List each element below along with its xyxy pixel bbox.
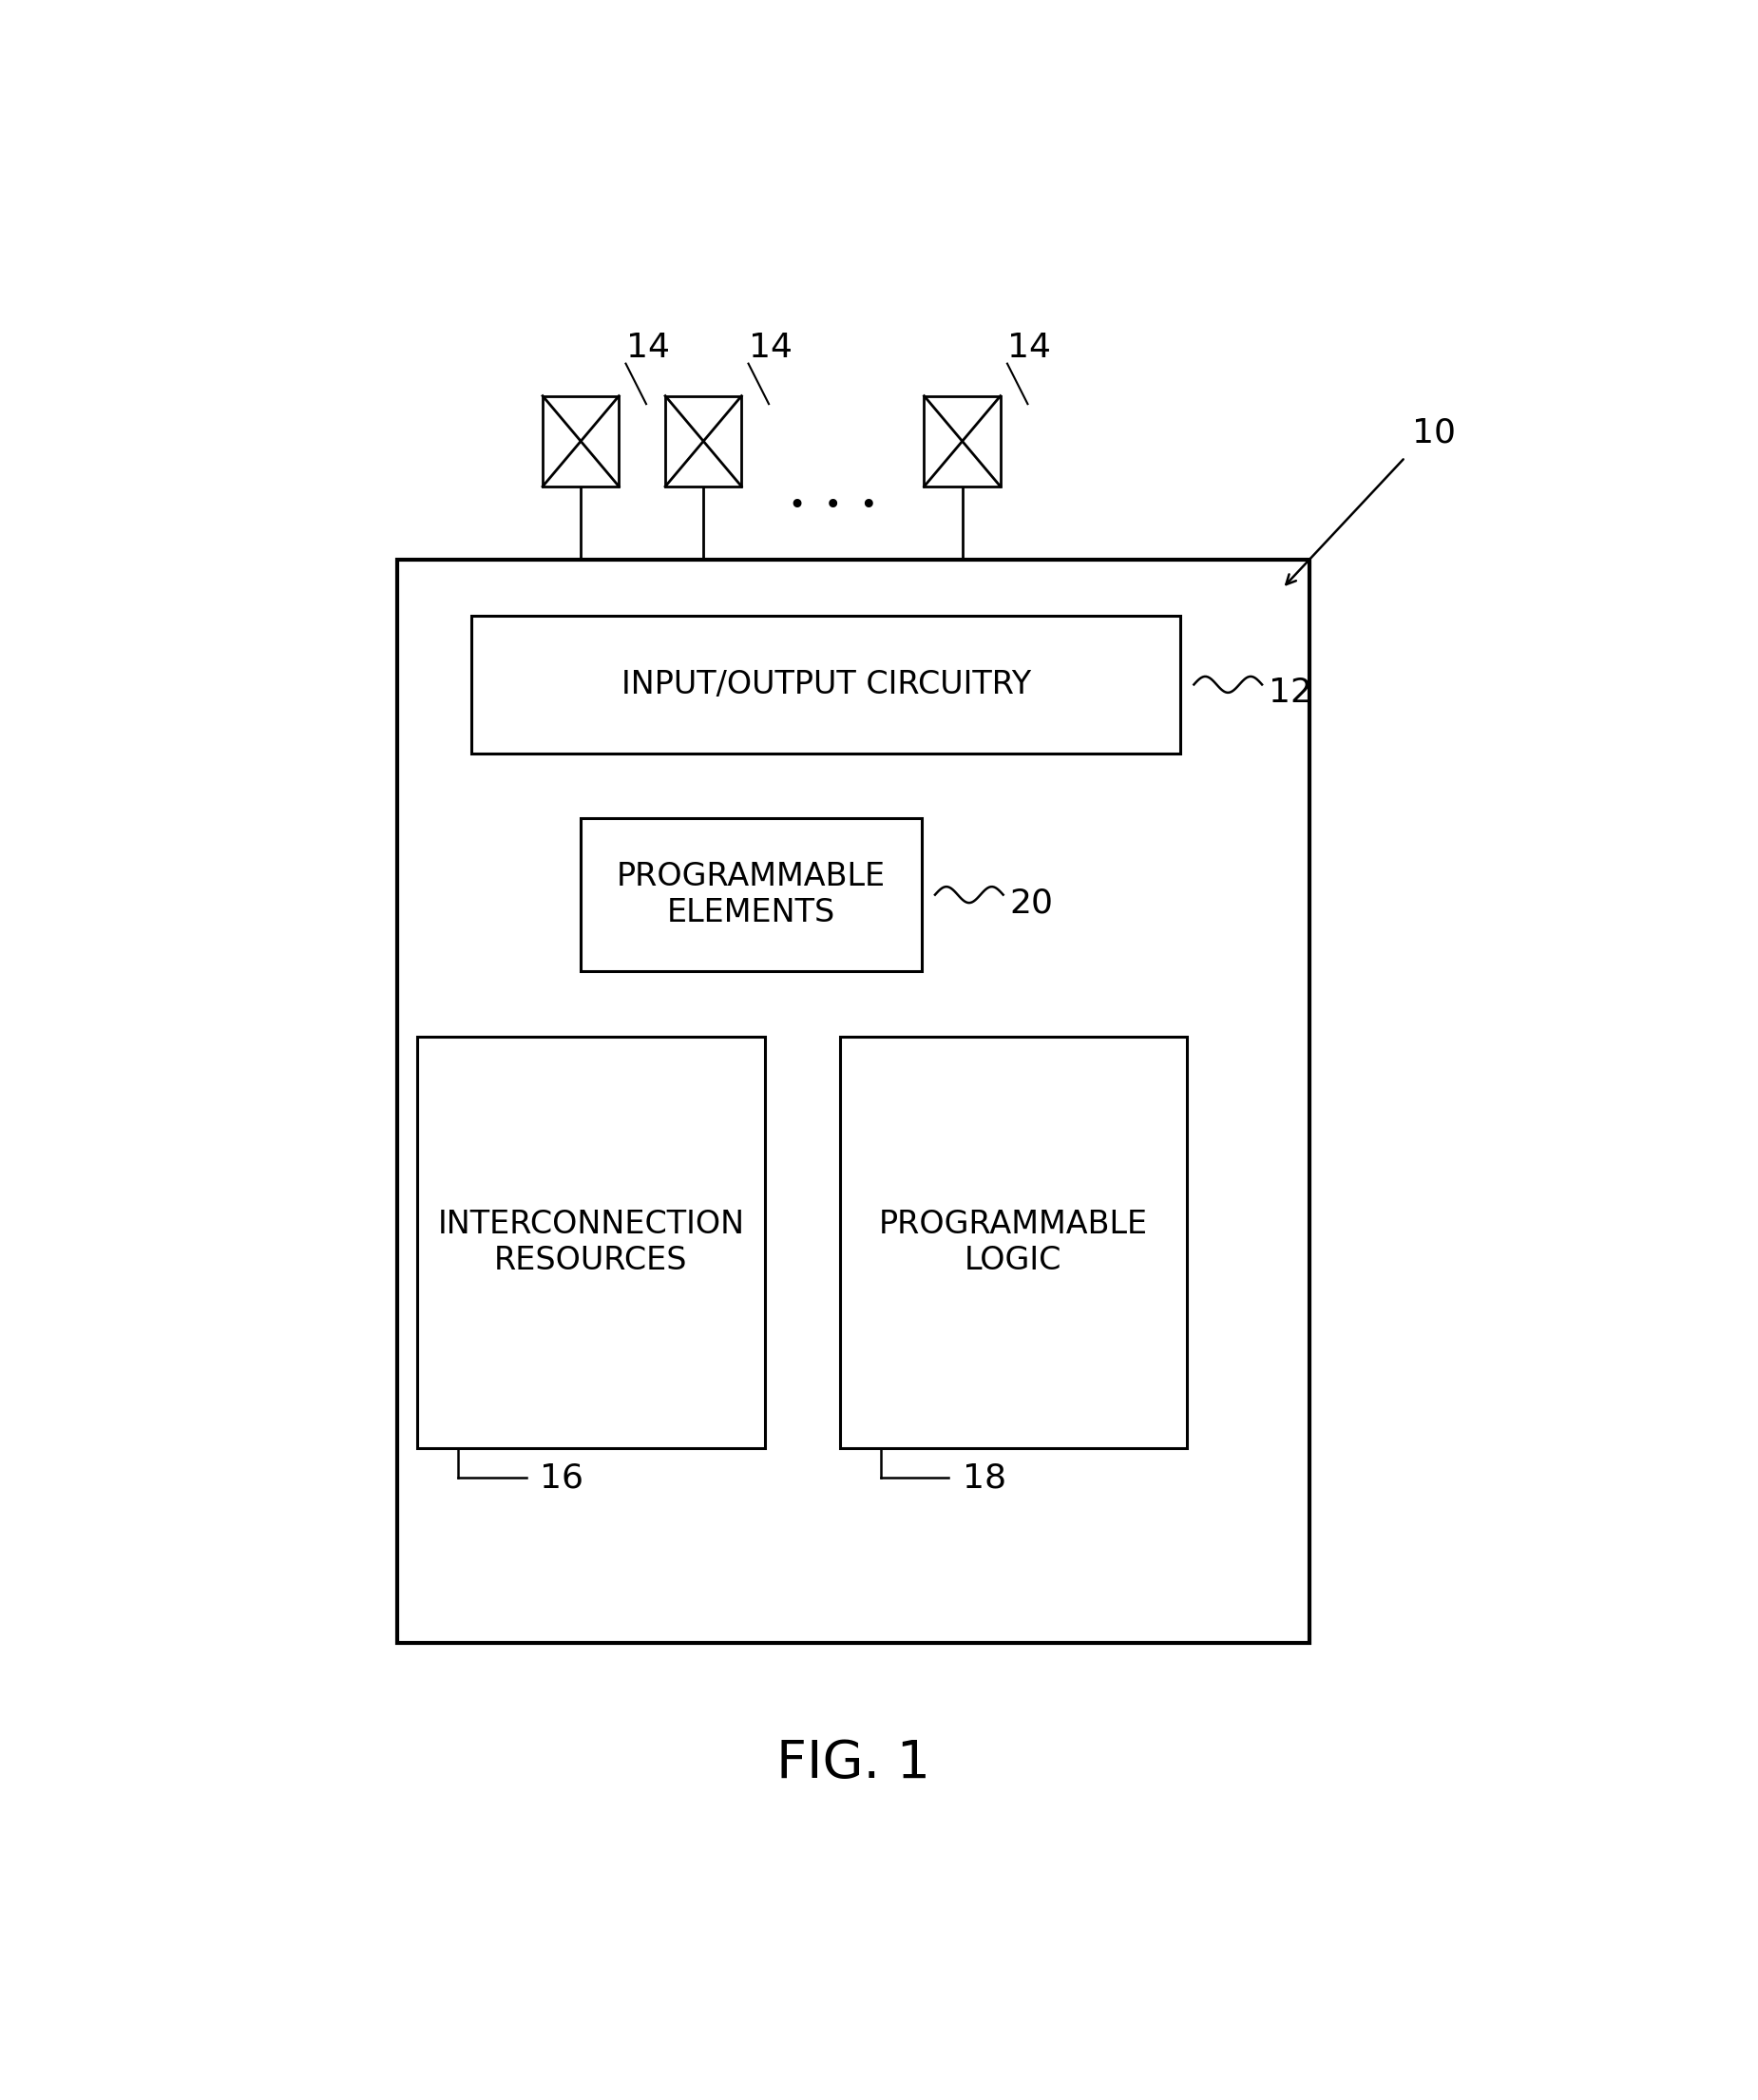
Text: 14: 14 bbox=[1007, 332, 1051, 363]
Text: 14: 14 bbox=[626, 332, 670, 363]
Bar bbox=[471, 615, 1180, 754]
Bar bbox=[925, 397, 1000, 487]
Bar bbox=[580, 817, 921, 972]
Text: 18: 18 bbox=[962, 1462, 1006, 1493]
Text: 10: 10 bbox=[1412, 418, 1456, 449]
Bar bbox=[397, 559, 1310, 1642]
Text: 14: 14 bbox=[749, 332, 793, 363]
Text: 20: 20 bbox=[1009, 886, 1053, 920]
Text: 16: 16 bbox=[540, 1462, 584, 1493]
Text: •  •  •: • • • bbox=[789, 491, 877, 519]
Text: INTERCONNECTION
RESOURCES: INTERCONNECTION RESOURCES bbox=[438, 1210, 745, 1277]
Bar bbox=[840, 1035, 1187, 1449]
Text: INPUT/OUTPUT CIRCUITRY: INPUT/OUTPUT CIRCUITRY bbox=[621, 670, 1030, 699]
Bar bbox=[417, 1035, 765, 1449]
Text: 12: 12 bbox=[1269, 676, 1313, 710]
Bar bbox=[665, 397, 742, 487]
Text: FIG. 1: FIG. 1 bbox=[777, 1739, 930, 1789]
Text: PROGRAMMABLE
ELEMENTS: PROGRAMMABLE ELEMENTS bbox=[617, 861, 886, 928]
Text: PROGRAMMABLE
LOGIC: PROGRAMMABLE LOGIC bbox=[879, 1210, 1148, 1277]
Bar bbox=[543, 397, 619, 487]
